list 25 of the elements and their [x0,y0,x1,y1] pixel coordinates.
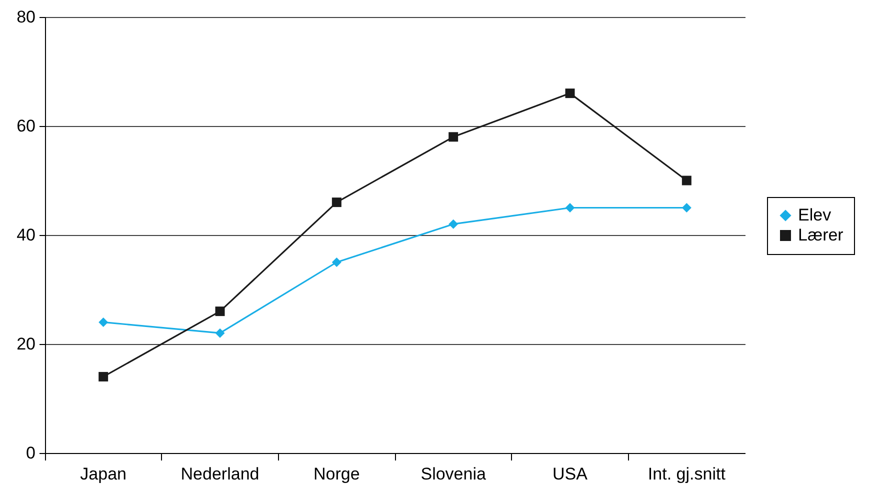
point [682,176,692,186]
x-tick-label: Norge [314,464,360,484]
point [565,88,575,98]
y-tick-label: 40 [16,226,36,244]
point [332,198,342,208]
y-tick-label: 0 [26,444,36,462]
point [565,203,575,212]
point [448,219,458,229]
legend-label: Elev [798,206,832,224]
x-tick-label: USA [552,464,588,484]
x-tick-label: Int. gj.snitt [648,464,726,484]
y-tick-label: 60 [16,116,36,136]
y-tick-label: 20 [16,334,36,354]
point [98,372,108,382]
x-tick-label: Japan [80,464,126,484]
legend-label: Lærer [798,226,844,244]
point [448,132,458,142]
point [98,317,108,327]
point [332,258,342,267]
point [682,203,692,212]
y-tick-label: 80 [16,8,36,26]
x-tick-label: Nederland [180,464,260,484]
point [215,328,225,338]
point [215,306,225,316]
x-tick-label: Slovenia [420,464,486,484]
